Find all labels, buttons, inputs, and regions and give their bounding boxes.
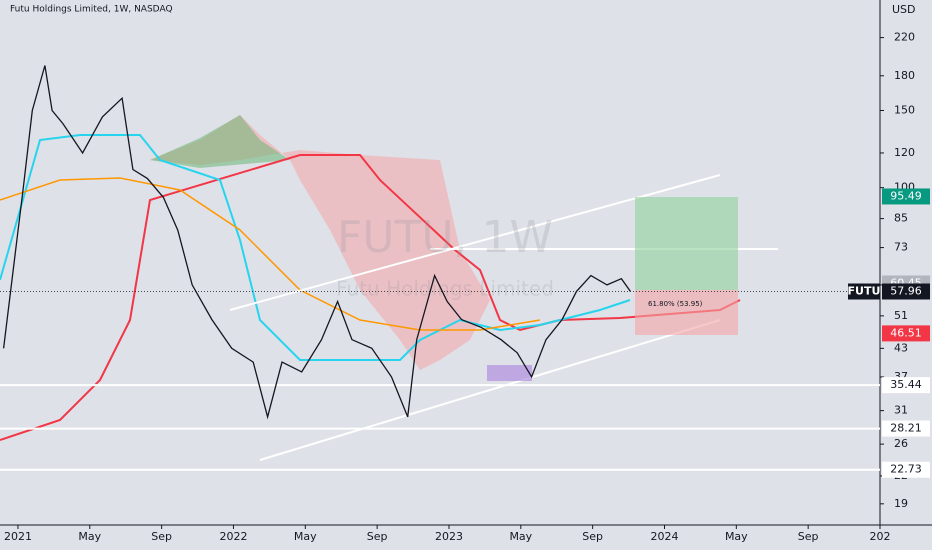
price-axis (880, 0, 932, 550)
ichimoku-cloud-red (150, 115, 490, 370)
x-tick-label: Sep (151, 530, 172, 543)
x-tick-label: Sep (367, 530, 388, 543)
price-line (2, 65, 631, 420)
x-tick-label: 2023 (435, 530, 463, 543)
y-tick-label: 180 (894, 69, 915, 82)
symbol-tag-label: FUTU (848, 285, 881, 298)
y-tick-label: 26 (894, 437, 908, 450)
x-tick-label: 2024 (650, 530, 678, 543)
symbol-tag (848, 283, 880, 300)
y-tick-label: 73 (894, 241, 908, 254)
x-tick-label: 202 (870, 530, 891, 543)
price-label-box (882, 325, 930, 342)
level-label: 35.44 (890, 378, 922, 391)
last-price-box (882, 283, 930, 300)
baseline-line (0, 154, 741, 441)
x-tick-label: May (509, 530, 532, 543)
level-label-box (882, 461, 930, 478)
x-tick-label: 2022 (219, 530, 247, 543)
level-label-box (882, 377, 930, 394)
x-tick-label: May (725, 530, 748, 543)
x-tick-label: Sep (582, 530, 603, 543)
x-tick-label: Sep (798, 530, 819, 543)
y-tick-label: 150 (894, 103, 915, 116)
trend-channel-bottom (259, 319, 721, 461)
y-tick-label: 120 (894, 146, 915, 159)
long-position-target (635, 197, 738, 290)
level-label-box (882, 420, 930, 437)
ichimoku-cloud-green (150, 115, 290, 168)
y-tick-label: 31 (894, 404, 908, 417)
price-label-box (882, 188, 930, 205)
moving-average (0, 177, 541, 331)
x-tick-label: May (294, 530, 317, 543)
y-tick-label: 51 (894, 309, 908, 322)
level-label: 28.21 (890, 422, 922, 435)
currency-label: USD (892, 3, 916, 16)
y-tick-label: 85 (894, 212, 908, 225)
price-label: 46.51 (890, 326, 922, 339)
long-position-stop (635, 290, 738, 335)
level-label: 22.73 (890, 463, 922, 476)
fib-zone (487, 365, 532, 381)
y-tick-label: 19 (894, 497, 908, 510)
watermark: FUTU, 1W (337, 212, 553, 263)
y-tick-label: 220 (894, 31, 915, 44)
chart-title: Futu Holdings Limited, 1W, NASDAQ (10, 5, 173, 15)
y-tick-label: 43 (894, 341, 908, 354)
price-label: 95.49 (890, 189, 922, 202)
last-price-label: 57.96 (890, 285, 922, 298)
x-tick-label: 2021 (4, 530, 32, 543)
conversion-line (0, 134, 631, 361)
fib-annotation: 61.80% (53.95) (648, 300, 703, 308)
x-tick-label: May (78, 530, 101, 543)
